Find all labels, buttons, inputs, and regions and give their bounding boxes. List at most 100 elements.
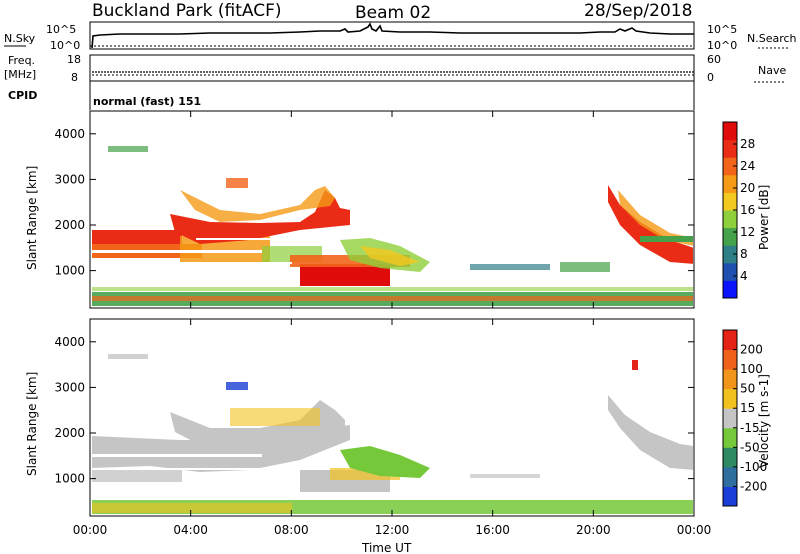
power-mark xyxy=(92,262,292,264)
velocity-y-tick-label: 4000 xyxy=(54,335,85,349)
x-axis: 00:00 04:00 08:00 12:00 16:00 20:00 00:00 xyxy=(73,111,712,537)
noise-right-tick-bottom: 10^0 xyxy=(707,39,737,52)
velocity-mark xyxy=(92,503,292,513)
cpid-row: CPID normal (fast) 151 xyxy=(8,81,695,110)
velocity-colorbar-swatch xyxy=(723,369,737,390)
velocity-mark xyxy=(92,454,262,457)
velocity-mark xyxy=(226,382,248,390)
power-mark xyxy=(608,185,693,264)
power-panel: 1000 2000 3000 4000 Slant Range [km] xyxy=(25,110,695,309)
velocity-colorbar-tick-label: -15 xyxy=(740,421,760,435)
beam-title: Beam 02 xyxy=(355,3,431,23)
velocity-colorbar-tick-label: -100 xyxy=(740,460,767,474)
velocity-colorbar-swatch xyxy=(723,349,737,370)
power-colorbar-swatch xyxy=(723,139,737,158)
noise-sky-line xyxy=(91,22,694,49)
cpid-label: CPID xyxy=(8,89,37,102)
power-colorbar-swatch xyxy=(723,174,737,193)
freq-label-line2: [MHz] xyxy=(4,68,36,81)
power-colorbar-tick-label: 4 xyxy=(740,269,748,283)
power-mark xyxy=(300,264,390,286)
power-mark xyxy=(360,246,420,266)
freq-tick-bottom: 8 xyxy=(71,71,78,84)
freq-tick-top: 18 xyxy=(67,53,81,66)
velocity-colorbar-swatch xyxy=(723,486,737,507)
power-colorbar-tick-label: 28 xyxy=(740,137,755,151)
velocity-colorbar-swatch xyxy=(723,466,737,487)
power-mark xyxy=(92,250,262,253)
velocity-colorbar-swatch xyxy=(723,427,737,448)
velocity-mark xyxy=(632,360,638,370)
power-colorbar-swatch xyxy=(723,157,737,176)
power-mark xyxy=(108,146,148,152)
nave-tick-top: 60 xyxy=(707,53,721,66)
velocity-colorbar-swatch xyxy=(723,447,737,468)
nave-label: Nave xyxy=(758,64,786,77)
velocity-colorbar-tick-label: 50 xyxy=(740,382,755,396)
velocity-mark xyxy=(470,474,540,478)
power-y-tick-label: 3000 xyxy=(54,172,85,186)
x-tick-label: 12:00 xyxy=(375,523,410,537)
power-mark xyxy=(92,287,693,291)
power-y-ticks: 1000 2000 3000 4000 xyxy=(54,127,694,278)
power-colorbar-swatch xyxy=(723,227,737,246)
velocity-y-tick-label: 1000 xyxy=(54,472,85,486)
power-mark xyxy=(196,238,286,240)
velocity-panel: 1000 2000 3000 4000 Slant Range [km] xyxy=(25,318,695,517)
velocity-mark xyxy=(108,354,148,359)
power-colorbar-swatch xyxy=(723,192,737,211)
velocity-y-ticks: 1000 2000 3000 4000 xyxy=(54,335,694,486)
power-colorbar-swatch xyxy=(723,210,737,229)
power-y-tick-label: 2000 xyxy=(54,218,85,232)
power-mark xyxy=(470,264,550,270)
power-mark xyxy=(640,236,693,242)
velocity-y-axis-label: Slant Range [km] xyxy=(25,372,39,476)
cpid-value: normal (fast) 151 xyxy=(93,95,201,108)
frequency-panel: Freq. [MHz] 18 8 60 0 Nave xyxy=(4,53,786,84)
nave-tick-bottom: 0 xyxy=(707,71,714,84)
velocity-colorbar-swatch xyxy=(723,388,737,409)
power-colorbar-tick-label: 20 xyxy=(740,181,755,195)
velocity-mark xyxy=(92,468,182,482)
velocity-mark xyxy=(340,446,430,478)
velocity-heatmap xyxy=(92,354,693,514)
power-colorbar-tick-label: 24 xyxy=(740,159,755,173)
x-tick-label: 16:00 xyxy=(475,523,510,537)
noise-left-tick-bottom: 10^0 xyxy=(50,39,80,52)
power-colorbar-tick-label: 8 xyxy=(740,247,748,261)
velocity-mark xyxy=(230,408,320,426)
noise-left-label: N.Sky xyxy=(4,32,36,45)
power-mark xyxy=(180,186,335,222)
velocity-colorbar-swatch xyxy=(723,330,737,351)
power-colorbar-swatch xyxy=(723,122,737,141)
velocity-colorbar-label: Velocity [m s-1] xyxy=(757,374,771,468)
station-title: Buckland Park (fitACF) xyxy=(92,1,282,21)
velocity-mark xyxy=(92,468,292,470)
x-tick-label: 20:00 xyxy=(576,523,611,537)
velocity-y-tick-label: 3000 xyxy=(54,380,85,394)
x-axis-label: Time UT xyxy=(361,541,412,554)
power-heatmap xyxy=(92,146,693,306)
velocity-colorbar-tick-label: 15 xyxy=(740,401,755,415)
velocity-colorbar-tick-label: 100 xyxy=(740,362,763,376)
noise-right-tick-top: 10^5 xyxy=(707,23,737,36)
x-tick-label: 08:00 xyxy=(274,523,309,537)
power-mark xyxy=(226,178,248,188)
power-colorbar-swatch xyxy=(723,262,737,281)
velocity-mark xyxy=(608,395,693,470)
velocity-colorbar: 200 100 50 15 -15 -50 -100 -200 xyxy=(722,329,767,507)
power-colorbar-tick-label: 12 xyxy=(740,225,755,239)
power-mark xyxy=(92,296,693,301)
x-tick-label: 04:00 xyxy=(173,523,208,537)
power-y-tick-label: 1000 xyxy=(54,264,85,278)
power-y-tick-label: 4000 xyxy=(54,127,85,141)
velocity-colorbar-tick-label: -200 xyxy=(740,479,767,493)
power-colorbar-tick-label: 16 xyxy=(740,203,755,217)
x-tick-label: 00:00 xyxy=(73,523,108,537)
noise-right-label: N.Search xyxy=(747,32,797,45)
freq-label-line1: Freq. xyxy=(8,54,35,67)
power-mark xyxy=(560,262,610,272)
power-colorbar: 4 8 12 16 20 24 28 xyxy=(722,121,755,299)
velocity-colorbar-swatch xyxy=(723,408,737,429)
x-tick-label: 00:00 xyxy=(677,523,712,537)
